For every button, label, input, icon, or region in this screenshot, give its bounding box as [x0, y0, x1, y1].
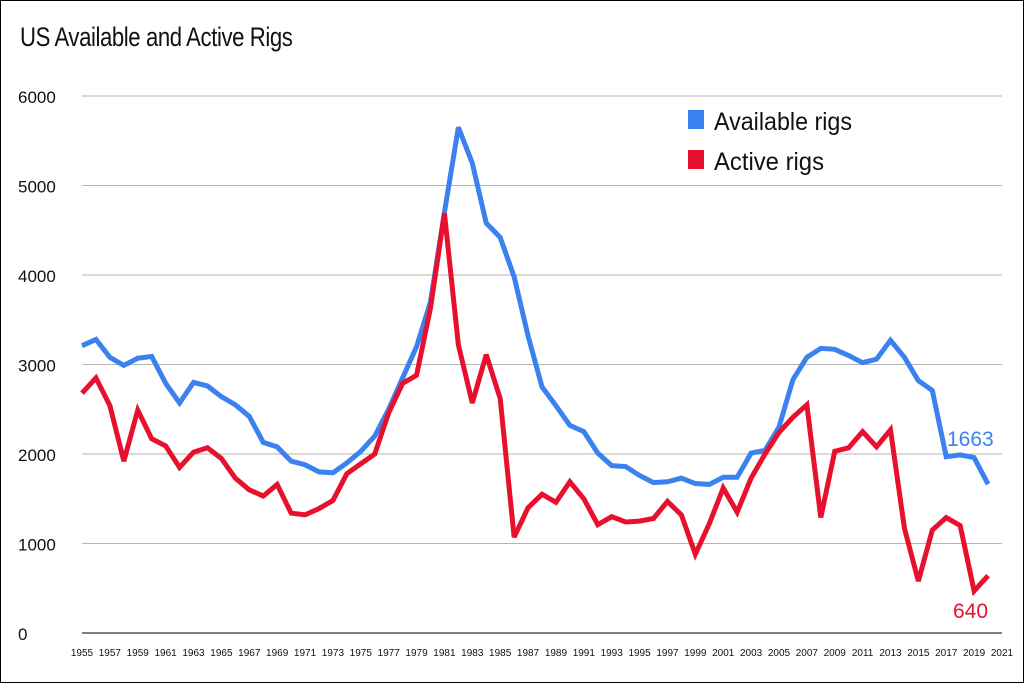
x-tick-label: 2011 — [852, 648, 874, 659]
x-tick-label: 2005 — [768, 648, 791, 659]
x-tick-label: 1955 — [71, 648, 94, 659]
x-tick-label: 1997 — [656, 648, 679, 659]
x-tick-label: 1965 — [210, 648, 233, 659]
x-tick-label: 2013 — [879, 648, 902, 659]
x-tick-label: 1993 — [601, 648, 624, 659]
x-tick-label: 2007 — [796, 648, 819, 659]
series-lines — [80, 126, 991, 597]
x-tick-label: 2019 — [963, 648, 986, 659]
x-tick-label: 1957 — [99, 648, 122, 659]
y-axis-ticks: 0 1000 2000 3000 4000 5000 6000 — [18, 88, 56, 644]
x-tick-label: 1977 — [378, 648, 401, 659]
gridlines — [82, 95, 1002, 634]
y-tick-label: 3000 — [18, 357, 56, 376]
x-tick-label: 2003 — [740, 648, 763, 659]
legend-swatch — [688, 150, 704, 169]
x-tick-label: 2015 — [907, 648, 930, 659]
legend-swatch — [688, 110, 704, 129]
x-tick-label: 1981 — [433, 648, 456, 659]
x-tick-label: 1973 — [322, 648, 345, 659]
y-tick-label: 6000 — [18, 88, 56, 107]
chart-title: US Available and Active Rigs — [20, 22, 293, 52]
x-tick-label: 1961 — [155, 648, 178, 659]
x-tick-label: 1971 — [294, 648, 317, 659]
x-tick-label: 2017 — [935, 648, 958, 659]
x-tick-label: 1987 — [517, 648, 540, 659]
y-tick-label: 2000 — [18, 446, 56, 465]
series-line-available-rigs — [80, 126, 991, 487]
legend: Available rigs Active rigs — [688, 108, 852, 176]
x-tick-label: 1999 — [684, 648, 707, 659]
y-tick-label: 1000 — [18, 536, 56, 555]
end-label-available-rigs: 1663 — [947, 428, 994, 451]
legend-label: Active rigs — [714, 148, 824, 176]
x-tick-label: 1985 — [489, 648, 512, 659]
x-tick-label: 1967 — [238, 648, 261, 659]
x-tick-label: 1963 — [182, 648, 205, 659]
x-tick-label: 2021 — [991, 648, 1014, 659]
end-labels: 1663 640 — [947, 428, 994, 623]
x-tick-label: 1979 — [405, 648, 428, 659]
x-tick-label: 1959 — [127, 648, 150, 659]
x-tick-label: 1989 — [545, 648, 568, 659]
x-tick-label: 2001 — [712, 648, 735, 659]
x-axis-ticks: 1955 1957 1959 1961 1963 1965 1967 1969 1971 1973… — [71, 648, 1014, 659]
x-tick-label: 1983 — [461, 648, 484, 659]
series-line-active-rigs — [80, 212, 990, 597]
x-tick-label: 1975 — [350, 648, 373, 659]
y-tick-label: 5000 — [18, 178, 56, 197]
x-tick-label: 1991 — [573, 648, 596, 659]
x-tick-label: 1995 — [628, 648, 651, 659]
x-tick-label: 1969 — [266, 648, 289, 659]
legend-label: Available rigs — [714, 108, 852, 136]
end-label-active-rigs: 640 — [953, 600, 988, 623]
y-tick-label: 4000 — [18, 267, 56, 286]
y-tick-label: 0 — [18, 625, 27, 644]
x-tick-label: 2009 — [824, 648, 847, 659]
